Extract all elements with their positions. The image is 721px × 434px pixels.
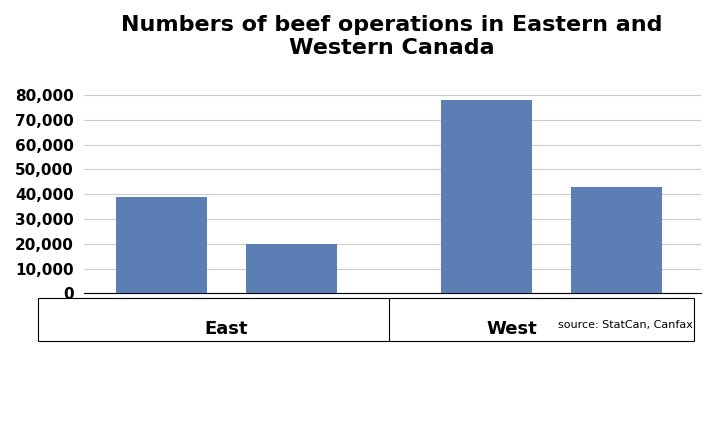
Title: Numbers of beef operations in Eastern and
Western Canada: Numbers of beef operations in Eastern an… (121, 15, 663, 58)
Bar (570, 187, 662, 293)
Bar (116, 197, 207, 293)
FancyBboxPatch shape (38, 298, 694, 342)
Text: East: East (205, 319, 248, 338)
Text: source: StatCan, Canfax: source: StatCan, Canfax (557, 319, 693, 329)
Bar (441, 100, 531, 293)
Bar (246, 244, 337, 293)
Text: West: West (487, 319, 538, 338)
